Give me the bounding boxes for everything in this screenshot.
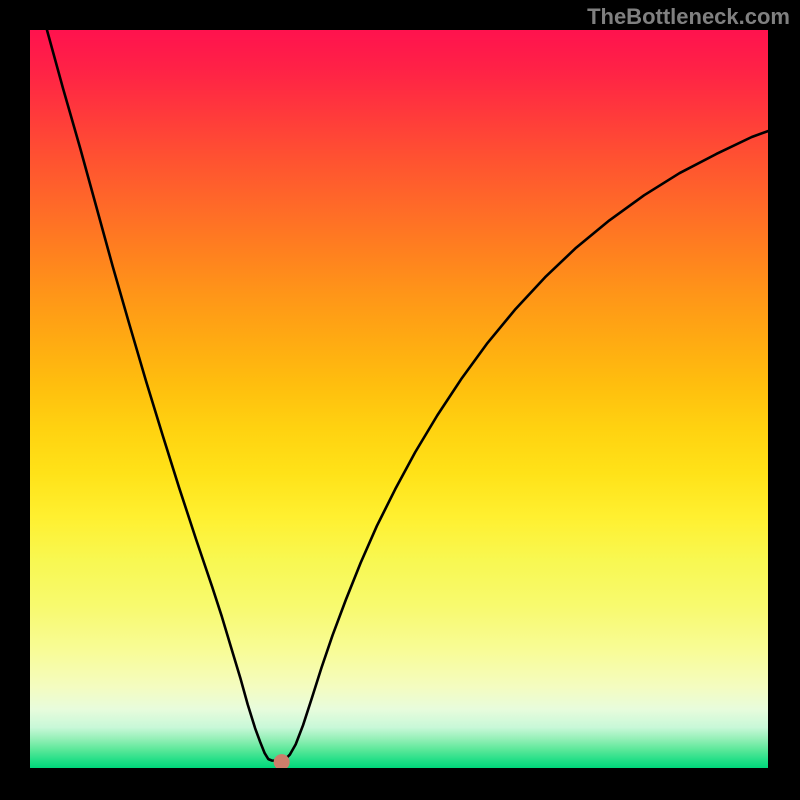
watermark-text: TheBottleneck.com bbox=[587, 4, 790, 30]
plot-svg bbox=[30, 30, 768, 768]
plot-background bbox=[30, 30, 768, 768]
bottleneck-chart: TheBottleneck.com bbox=[0, 0, 800, 800]
